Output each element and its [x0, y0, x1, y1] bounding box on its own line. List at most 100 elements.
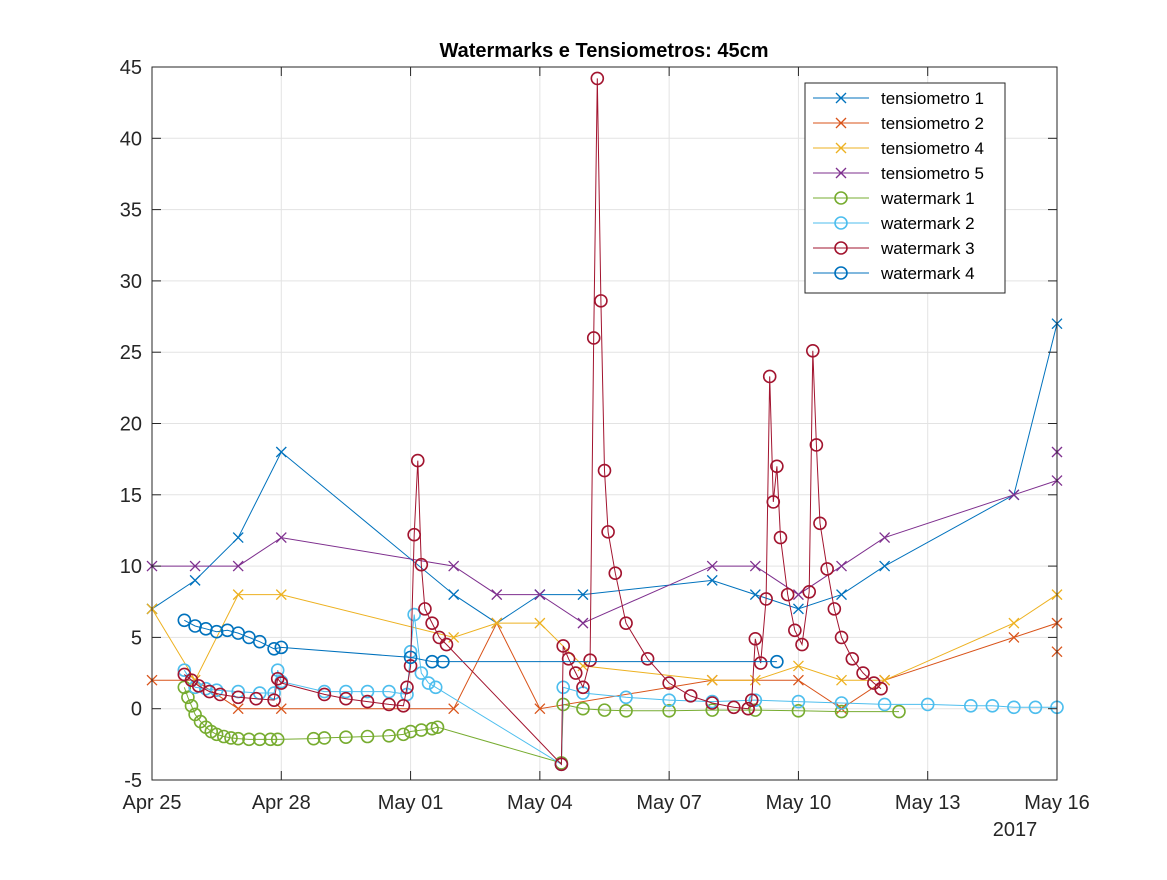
data-point	[232, 532, 244, 544]
series-watermark-1	[177, 680, 906, 770]
data-point	[834, 630, 849, 645]
data-point	[396, 727, 411, 742]
x-tick-label: Apr 28	[252, 792, 311, 814]
data-point	[836, 674, 847, 686]
legend-label: watermark 2	[880, 214, 975, 233]
data-point	[252, 732, 267, 747]
data-point	[834, 266, 848, 280]
axes-box	[151, 66, 1058, 781]
data-point	[382, 728, 396, 743]
data-point	[577, 589, 589, 601]
data-point	[792, 660, 804, 672]
data-point	[209, 624, 224, 639]
data-point	[749, 560, 761, 572]
data-point	[317, 731, 332, 745]
legend-entry: tensiometro 2	[813, 114, 984, 133]
data-point	[608, 566, 623, 581]
data-point	[360, 694, 375, 709]
data-point	[430, 720, 445, 735]
legend: tensiometro 1 tensiometro 2 tensiometro 4 t…	[804, 82, 1006, 294]
data-point	[827, 602, 842, 616]
data-point	[834, 696, 849, 710]
data-point	[270, 732, 285, 747]
data-point	[835, 92, 847, 104]
data-point	[189, 574, 201, 586]
data-point	[177, 613, 192, 628]
data-point	[706, 574, 718, 586]
data-point	[556, 680, 571, 695]
data-point	[534, 589, 546, 601]
data-point	[231, 690, 245, 705]
data-point	[414, 723, 429, 737]
data-point	[749, 589, 761, 601]
data-point	[835, 117, 847, 129]
data-point	[726, 700, 741, 715]
data-point	[425, 654, 439, 669]
data-point	[184, 699, 199, 713]
x-tick-label: May 16	[1024, 792, 1090, 814]
x-tick-label: May 10	[766, 792, 832, 814]
data-point	[640, 651, 655, 666]
data-point	[263, 732, 278, 747]
data-point	[189, 560, 201, 572]
data-point	[267, 693, 281, 707]
legend-entry: tensiometro 5	[813, 164, 984, 183]
data-point	[705, 703, 720, 717]
data-point	[792, 589, 804, 601]
data-point	[448, 703, 460, 715]
data-point	[448, 560, 460, 572]
data-point	[396, 699, 411, 713]
legend-label: watermark 3	[880, 239, 975, 258]
data-point	[403, 659, 418, 673]
data-point	[491, 617, 503, 629]
data-point	[267, 642, 281, 656]
data-point	[836, 560, 847, 572]
data-point	[597, 703, 612, 717]
y-tick-label: 5	[131, 627, 142, 649]
data-point	[820, 562, 834, 576]
data-point	[619, 704, 633, 718]
data-point	[425, 616, 439, 630]
data-point	[568, 666, 583, 680]
series-watermark-3	[177, 71, 888, 772]
data-point	[662, 693, 676, 707]
y-tick-label: 15	[120, 485, 142, 507]
series-watermark-4	[177, 613, 784, 669]
data-point	[339, 730, 353, 745]
legend-entry: tensiometro 1	[813, 89, 984, 108]
data-point	[1028, 700, 1043, 715]
legend-label: tensiometro 2	[881, 114, 984, 133]
data-point	[306, 731, 321, 746]
data-point	[576, 701, 590, 716]
legend-label: watermark 4	[880, 264, 975, 283]
data-point	[360, 729, 375, 744]
data-point	[576, 680, 590, 695]
data-point	[683, 689, 698, 703]
data-point	[407, 527, 421, 542]
data-point	[209, 727, 224, 742]
x-tick-label: May 07	[636, 792, 702, 814]
data-point	[339, 684, 353, 699]
series-line	[183, 614, 1057, 766]
data-point	[834, 216, 848, 230]
x-tick-label: May 04	[507, 792, 573, 814]
data-point	[705, 696, 720, 710]
data-point	[275, 446, 287, 458]
data-point	[835, 167, 847, 179]
data-point	[662, 676, 676, 690]
data-point	[410, 453, 425, 468]
data-point	[770, 654, 784, 669]
data-point	[448, 589, 460, 601]
data-point	[425, 721, 439, 736]
data-point	[249, 691, 263, 706]
x-tick-label: Apr 25	[123, 792, 182, 814]
data-point	[594, 294, 608, 308]
data-point	[964, 699, 978, 713]
legend-label: tensiometro 5	[881, 164, 984, 183]
data-point	[590, 71, 605, 86]
data-point	[534, 617, 546, 629]
y-tick-label: 25	[120, 342, 142, 364]
data-point	[1008, 631, 1020, 643]
data-point	[753, 656, 768, 670]
data-point	[586, 331, 601, 345]
